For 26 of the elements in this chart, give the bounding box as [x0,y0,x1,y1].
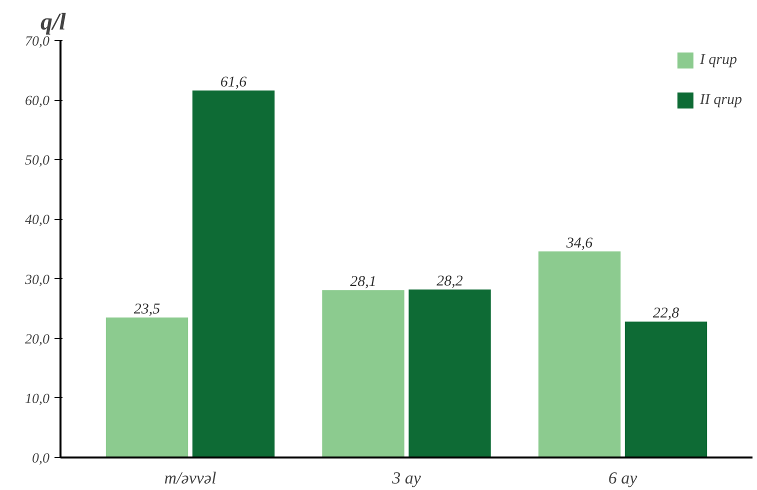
y-tick-label: 20,0 [25,332,50,348]
data-label: 23,5 [134,302,161,318]
bar [192,90,275,458]
legend-label: II qrup [700,92,742,108]
x-tick-label: 3 ay [391,468,422,488]
x-tick-label: 6 ay [608,468,638,488]
bar [624,322,708,458]
legend-label: I qrup [700,52,738,68]
data-label: 34,6 [565,235,594,252]
bar [322,290,404,458]
bar [106,318,188,458]
y-tick-label: 40,0 [25,213,50,228]
y-tick-label: 0,0 [32,452,50,466]
data-label: 28,2 [436,274,464,290]
bar [538,251,621,458]
data-label: 22,8 [652,306,680,322]
x-tick-label: m/əvvəl [164,468,216,488]
y-tick-label: 70,0 [25,34,50,50]
y-tick-label: 30,0 [24,272,50,288]
y-axis-title: q/l [40,10,66,36]
data-label: 61,6 [220,74,248,91]
data-label: 28,1 [350,274,376,290]
y-tick-label: 10,0 [25,392,50,407]
bar [408,290,491,458]
y-tick-label: 60,0 [25,94,50,110]
y-tick-label: 50,0 [25,154,50,169]
